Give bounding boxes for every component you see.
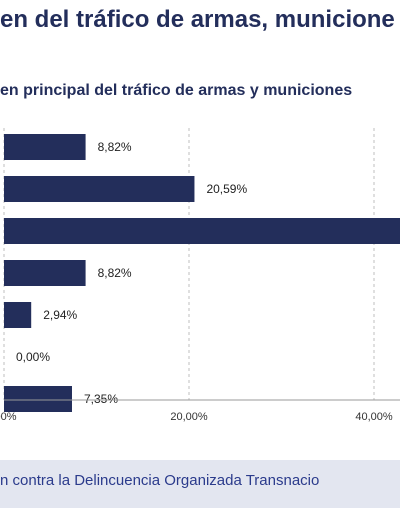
x-tick-label-2: 40,00%	[355, 411, 393, 423]
bar-4	[4, 302, 32, 328]
bar-3	[4, 260, 86, 286]
bar-2	[4, 218, 400, 244]
bar-6	[4, 386, 72, 412]
bar-1	[4, 176, 195, 202]
page-title: en del tráfico de armas, municione	[0, 6, 395, 33]
x-tick-label-1: 20,00%	[170, 411, 208, 423]
value-label-1: 20,59%	[206, 182, 247, 196]
bar-chart: 8,82% 20,59% 8,82% 2,94% 0,00% 7,35% ,00% 20,0…	[0, 128, 400, 423]
chart-x-axis: ,00% 20,00% 40,00%	[0, 399, 400, 423]
value-label-6: 7,35%	[84, 392, 118, 406]
chart-title: en principal del tráfico de armas y muni…	[0, 82, 353, 99]
value-label-0: 8,82%	[98, 140, 132, 154]
value-label-4: 2,94%	[43, 308, 77, 322]
bar-0	[4, 134, 86, 160]
value-label-3: 8,82%	[98, 266, 132, 280]
chart-bars	[4, 134, 400, 412]
footer-text: n contra la Delincuencia Organizada Tran…	[0, 472, 320, 489]
footer-bar: n contra la Delincuencia Organizada Tran…	[0, 460, 400, 508]
x-tick-label-0: ,00%	[0, 411, 17, 423]
value-label-5: 0,00%	[16, 350, 50, 364]
chart-value-labels: 8,82% 20,59% 8,82% 2,94% 0,00% 7,35%	[16, 140, 247, 406]
